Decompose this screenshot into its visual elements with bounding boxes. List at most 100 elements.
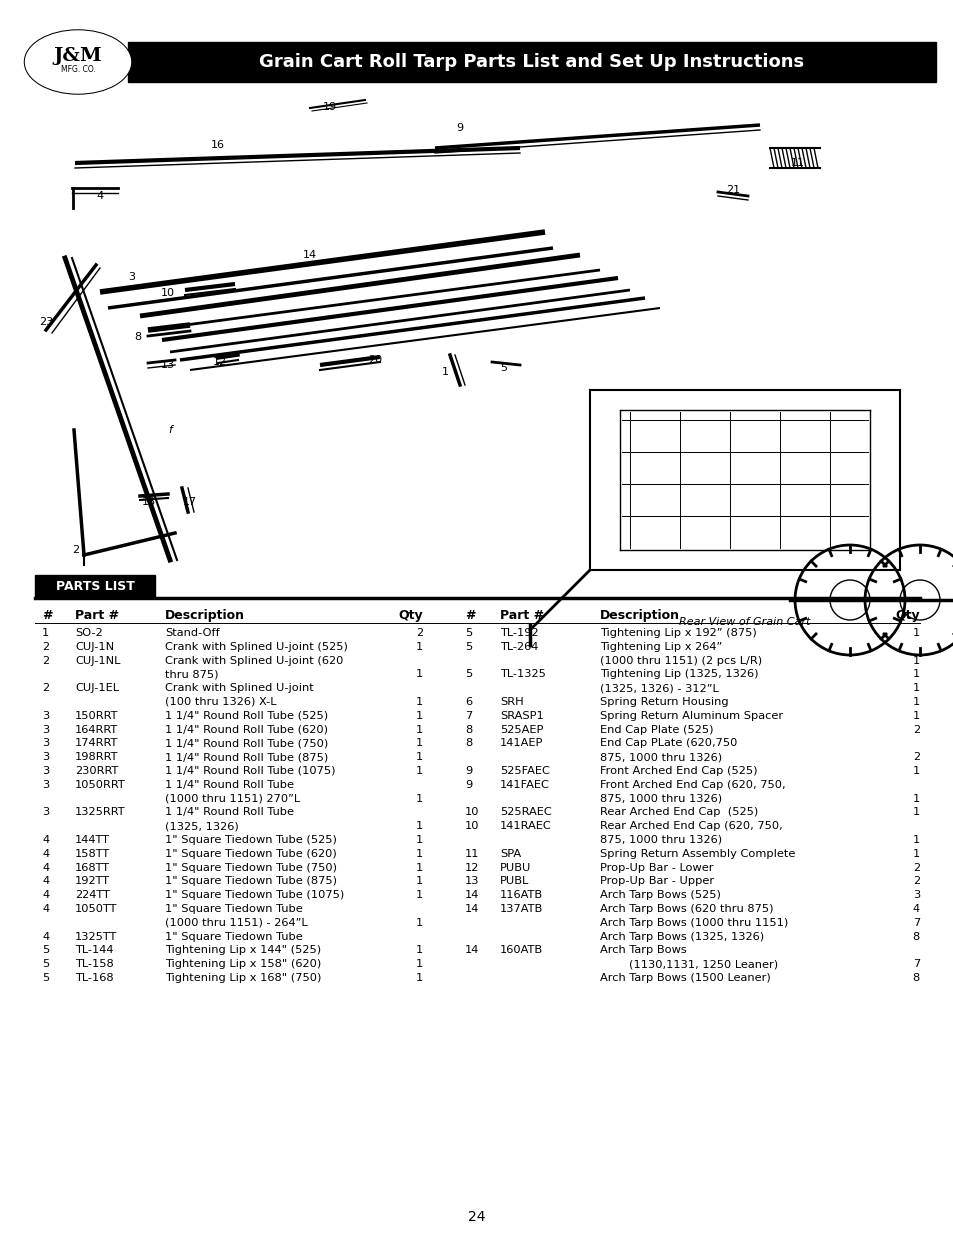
Text: 8: 8: [912, 931, 919, 941]
Text: 1: 1: [416, 697, 422, 706]
Text: 1 1/4" Round Roll Tube (620): 1 1/4" Round Roll Tube (620): [165, 725, 328, 735]
Text: 1: 1: [912, 766, 919, 776]
Text: 1: 1: [42, 629, 50, 638]
Text: 4: 4: [42, 862, 49, 873]
Text: 14: 14: [464, 890, 478, 900]
Text: 1 1/4" Round Roll Tube (750): 1 1/4" Round Roll Tube (750): [165, 739, 328, 748]
Text: 141FAEC: 141FAEC: [499, 779, 549, 790]
Text: Tightening Lip x 144" (525): Tightening Lip x 144" (525): [165, 946, 321, 956]
Text: 14: 14: [464, 946, 478, 956]
Text: (100 thru 1326) X-L: (100 thru 1326) X-L: [165, 697, 276, 706]
Text: 160ATB: 160ATB: [499, 946, 542, 956]
Text: 14: 14: [464, 904, 478, 914]
Text: Grain Cart Roll Tarp Parts List and Set Up Instructions: Grain Cart Roll Tarp Parts List and Set …: [259, 53, 803, 70]
Text: (1000 thru 1151) 270”L: (1000 thru 1151) 270”L: [165, 794, 300, 804]
Text: 525FAEC: 525FAEC: [499, 766, 549, 776]
Text: 3: 3: [42, 711, 50, 721]
Text: Tightening Lip x 264”: Tightening Lip x 264”: [599, 642, 721, 652]
Text: 5: 5: [464, 629, 472, 638]
Text: 19: 19: [323, 103, 336, 112]
Text: End Cap PLate (620,750: End Cap PLate (620,750: [599, 739, 737, 748]
Text: Crank with Splined U-joint (525): Crank with Splined U-joint (525): [165, 642, 348, 652]
Text: Qty: Qty: [895, 609, 919, 622]
Text: 2: 2: [416, 629, 422, 638]
Text: 14: 14: [303, 249, 316, 261]
Text: 4: 4: [96, 191, 104, 201]
Text: 5: 5: [464, 669, 472, 679]
Text: Arch Tarp Bows (1325, 1326): Arch Tarp Bows (1325, 1326): [599, 931, 763, 941]
Text: Part #: Part #: [499, 609, 543, 622]
Text: PUBL: PUBL: [499, 877, 529, 887]
Text: 1: 1: [912, 835, 919, 845]
Text: TL-192: TL-192: [499, 629, 538, 638]
Text: SRASP1: SRASP1: [499, 711, 543, 721]
Text: TL-264: TL-264: [499, 642, 537, 652]
Text: 1" Square Tiedown Tube (1075): 1" Square Tiedown Tube (1075): [165, 890, 344, 900]
Text: 1 1/4" Round Roll Tube (525): 1 1/4" Round Roll Tube (525): [165, 711, 328, 721]
Text: 1: 1: [416, 835, 422, 845]
Text: 137ATB: 137ATB: [499, 904, 542, 914]
Text: Part #: Part #: [75, 609, 119, 622]
Text: 7: 7: [912, 960, 919, 969]
Text: 1: 1: [912, 808, 919, 818]
Text: 2: 2: [912, 862, 919, 873]
Text: 1" Square Tiedown Tube (875): 1" Square Tiedown Tube (875): [165, 877, 336, 887]
Text: 12: 12: [464, 862, 478, 873]
Text: Tightening Lip x 168" (750): Tightening Lip x 168" (750): [165, 973, 321, 983]
Text: 4: 4: [42, 931, 49, 941]
Text: 3: 3: [42, 739, 50, 748]
Text: Front Arched End Cap (620, 750,: Front Arched End Cap (620, 750,: [599, 779, 785, 790]
Text: Crank with Splined U-joint (620: Crank with Splined U-joint (620: [165, 656, 343, 666]
Text: 1: 1: [912, 697, 919, 706]
Text: 2: 2: [42, 683, 49, 693]
Text: TL-158: TL-158: [75, 960, 113, 969]
Text: CUJ-1EL: CUJ-1EL: [75, 683, 119, 693]
Text: 144TT: 144TT: [75, 835, 110, 845]
Text: Arch Tarp Bows: Arch Tarp Bows: [599, 946, 686, 956]
Text: 11: 11: [790, 158, 804, 168]
Text: Rear Arched End Cap (620, 750,: Rear Arched End Cap (620, 750,: [599, 821, 781, 831]
Text: 1: 1: [441, 367, 448, 377]
Text: #: #: [464, 609, 475, 622]
Text: 1050TT: 1050TT: [75, 904, 117, 914]
Text: 150RRT: 150RRT: [75, 711, 118, 721]
Text: 230RRT: 230RRT: [75, 766, 118, 776]
Text: 10: 10: [161, 288, 174, 298]
Text: 8: 8: [134, 332, 141, 342]
Text: 875, 1000 thru 1326): 875, 1000 thru 1326): [599, 794, 721, 804]
Text: 4: 4: [912, 904, 919, 914]
Bar: [35, 576, 154, 597]
Text: 5: 5: [500, 363, 507, 373]
Text: 21: 21: [725, 185, 740, 195]
Text: 875, 1000 thru 1326): 875, 1000 thru 1326): [599, 835, 721, 845]
Text: 2: 2: [912, 725, 919, 735]
Text: (1130,1131, 1250 Leaner): (1130,1131, 1250 Leaner): [599, 960, 778, 969]
Text: 7: 7: [464, 711, 472, 721]
Text: 16: 16: [211, 140, 225, 149]
Text: 1: 1: [416, 877, 422, 887]
Text: 2: 2: [42, 656, 49, 666]
Text: 1: 1: [416, 848, 422, 858]
Text: 2: 2: [72, 545, 79, 555]
Text: 158TT: 158TT: [75, 848, 111, 858]
Text: 1: 1: [416, 766, 422, 776]
Text: thru 875): thru 875): [165, 669, 218, 679]
Text: 1 1/4" Round Roll Tube (875): 1 1/4" Round Roll Tube (875): [165, 752, 328, 762]
Text: 1" Square Tiedown Tube: 1" Square Tiedown Tube: [165, 931, 302, 941]
Text: 23: 23: [39, 317, 53, 327]
Text: 1: 1: [416, 725, 422, 735]
Text: 1: 1: [416, 711, 422, 721]
Text: Tightening Lip x 192” (875): Tightening Lip x 192” (875): [599, 629, 756, 638]
Text: TL-144: TL-144: [75, 946, 113, 956]
Text: Tightening Lip x 158" (620): Tightening Lip x 158" (620): [165, 960, 321, 969]
Text: 5: 5: [464, 642, 472, 652]
Text: 3: 3: [129, 272, 135, 282]
Text: 1: 1: [416, 739, 422, 748]
Text: 116ATB: 116ATB: [499, 890, 542, 900]
Text: 1: 1: [416, 862, 422, 873]
Text: 18: 18: [142, 496, 156, 508]
Text: 1: 1: [912, 669, 919, 679]
Text: 4: 4: [42, 890, 49, 900]
Text: 1" Square Tiedown Tube: 1" Square Tiedown Tube: [165, 904, 302, 914]
Text: Description: Description: [165, 609, 245, 622]
